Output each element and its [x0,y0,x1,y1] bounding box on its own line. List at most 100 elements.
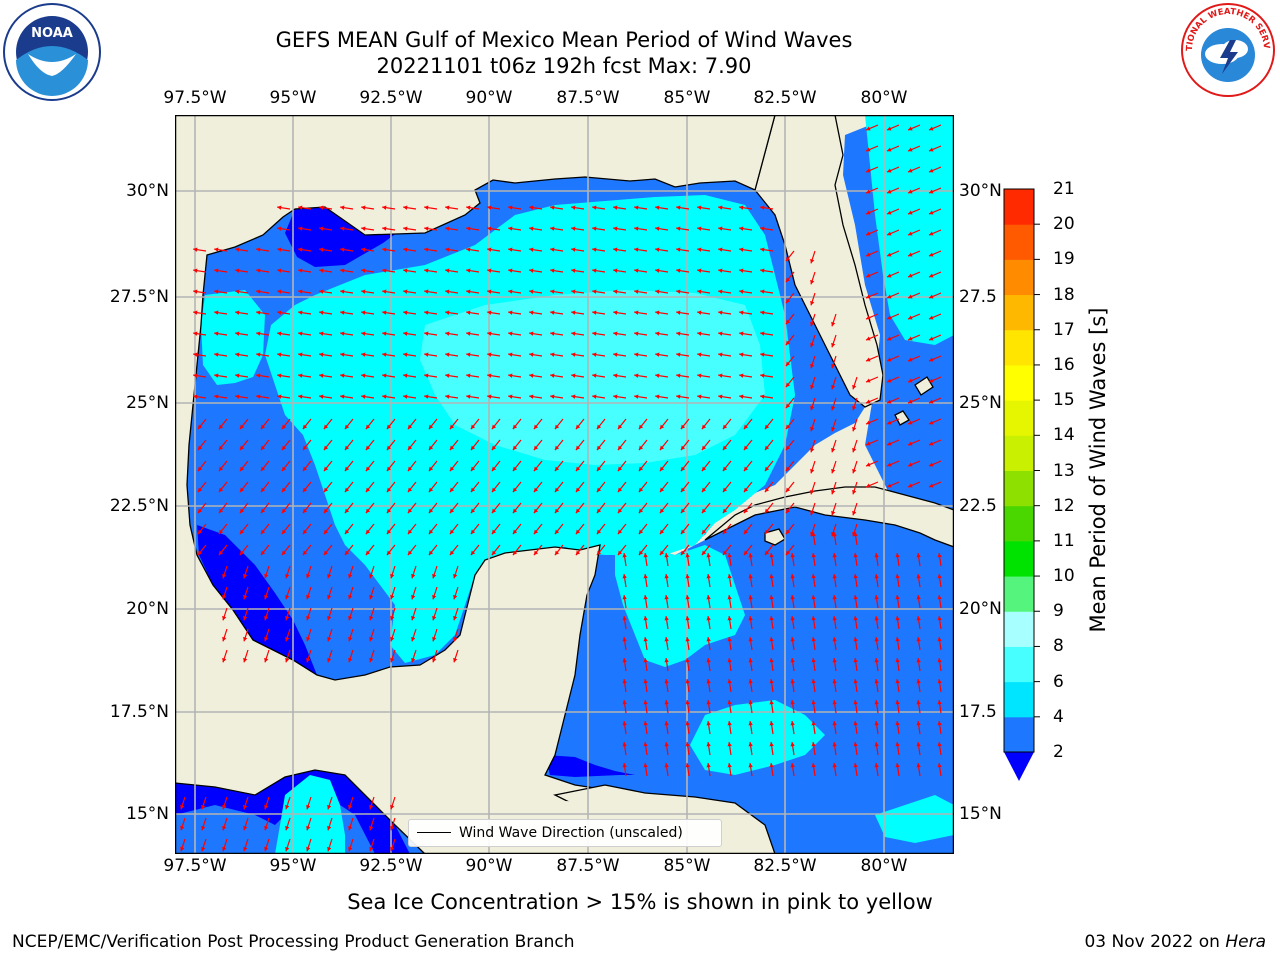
wave-direction-arrow [785,313,795,325]
wave-direction-arrow [643,700,648,714]
wave-direction-arrow [907,418,921,425]
wave-direction-arrow [264,817,270,831]
wave-direction-arrow [706,574,711,588]
wave-direction-arrow [302,544,312,556]
wave-direction-arrow [386,523,396,535]
wave-direction-arrow [937,679,942,693]
wave-direction-arrow [790,763,795,777]
wave-direction-arrow [865,250,879,257]
wave-direction-arrow [748,742,753,756]
wave-direction-arrow [832,574,837,588]
wave-direction-arrow [361,373,375,378]
wave-direction-arrow [243,628,249,642]
wave-direction-arrow [928,208,942,215]
wave-direction-arrow [886,481,900,488]
wave-direction-arrow [340,226,354,231]
wave-direction-arrow [449,481,459,493]
wave-direction-arrow [218,418,228,430]
wave-direction-arrow [285,796,291,810]
wave-direction-arrow [554,502,564,514]
sea-ice-note-text: Sea Ice Concentration > 15% is shown in … [347,890,933,914]
wave-direction-arrow [575,460,585,472]
wave-direction-arrow [348,628,354,642]
wave-direction-arrow [928,418,942,425]
wave-direction-arrow [197,502,207,514]
colorbar-tick-label: 4 [1053,706,1064,727]
wave-direction-arrow [643,742,648,756]
wave-direction-arrow [622,679,627,693]
wave-direction-arrow [701,418,711,430]
wave-direction-arrow [323,523,333,535]
wave-direction-arrow [664,553,669,567]
wave-direction-arrow [685,679,690,693]
wave-direction-arrow [769,679,774,693]
wave-direction-arrow [390,817,396,831]
wave-direction-arrow [298,373,312,378]
wave-direction-arrow [853,679,858,693]
wave-direction-arrow [302,481,312,493]
wave-direction-arrow [680,502,690,514]
wave-direction-arrow [365,460,375,472]
wave-direction-arrow [685,700,690,714]
wave-direction-arrow [508,205,522,210]
wave-direction-arrow [722,544,732,556]
wave-direction-arrow [865,376,879,383]
wave-direction-arrow [886,250,900,257]
wave-direction-arrow [424,205,438,210]
wave-direction-arrow [895,595,900,609]
wave-direction-arrow [718,331,732,336]
wave-direction-arrow [403,289,417,294]
wave-direction-arrow [487,289,501,294]
wave-direction-arrow [622,742,627,756]
wave-direction-arrow [575,523,585,535]
wave-direction-arrow [790,574,795,588]
wave-direction-arrow [596,439,606,451]
lon-label-top: 87.5°W [556,88,620,108]
wave-direction-arrow [403,310,417,315]
wave-direction-arrow [832,637,837,651]
wave-direction-arrow [424,373,438,378]
wave-direction-arrow [865,313,879,320]
wave-direction-arrow [319,226,333,231]
colorbar-tick-label: 9 [1053,601,1064,622]
wave-direction-arrow [180,817,186,831]
wave-direction-arrow [281,502,291,514]
wave-direction-arrow [874,763,879,777]
wave-direction-arrow [676,226,690,231]
wave-direction-arrow [277,352,291,357]
wave-direction-arrow [243,649,249,663]
wave-direction-arrow [916,742,921,756]
wave-direction-arrow [256,373,270,378]
wave-direction-arrow [853,742,858,756]
wave-direction-arrow [760,394,774,399]
wave-direction-arrow [592,205,606,210]
wave-direction-arrow [243,607,249,621]
wave-direction-arrow [348,817,354,831]
wave-direction-arrow [466,373,480,378]
lon-label-bottom: 87.5°W [556,856,620,876]
wave-direction-arrow [382,205,396,210]
wave-direction-arrow [886,124,900,131]
wave-direction-arrow [655,310,669,315]
wave-direction-arrow [655,205,669,210]
colorbar-under-triangle [1004,752,1034,781]
wave-direction-arrow [407,460,417,472]
wave-direction-arrow [340,268,354,273]
wave-direction-arrow [193,247,207,252]
lat-label-right: 22.5 [959,496,997,516]
wave-direction-arrow [853,532,858,546]
wave-direction-arrow [865,271,879,278]
wave-direction-arrow [928,229,942,236]
wave-direction-arrow [895,763,900,777]
wave-direction-arrow [193,268,207,273]
wave-direction-arrow [218,460,228,472]
wave-direction-arrow [722,460,732,472]
wave-direction-arrow [407,544,417,556]
legend-line-swatch [417,832,451,833]
wave-direction-arrow [785,544,795,556]
wave-direction-arrow [298,247,312,252]
wave-direction-arrow [533,460,543,472]
wave-direction-arrow [928,481,942,488]
wave-direction-arrow [916,595,921,609]
wave-direction-arrow [865,418,879,425]
